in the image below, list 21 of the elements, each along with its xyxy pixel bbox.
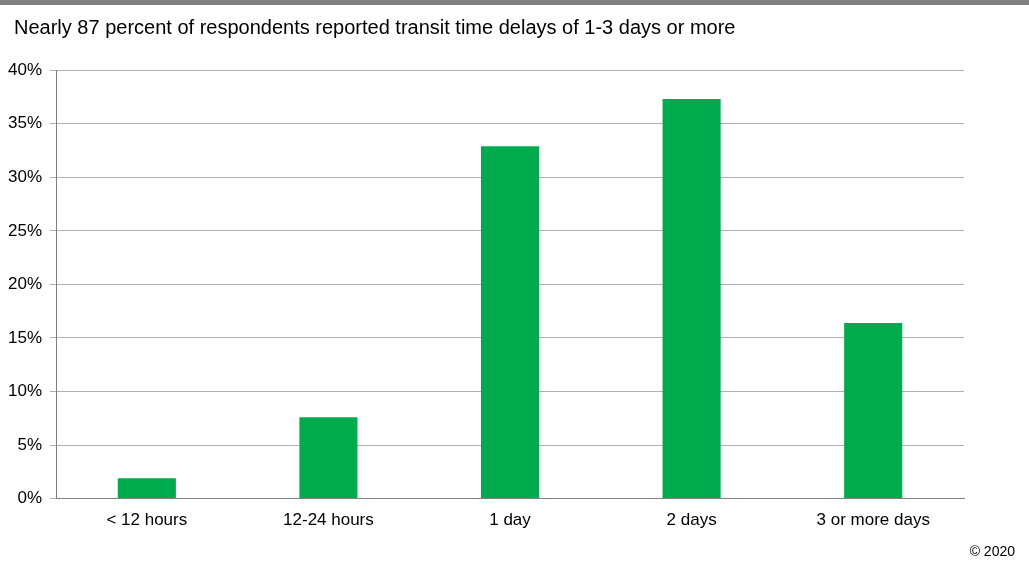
y-tick-label: 10% — [7, 381, 43, 401]
x-tick-label: < 12 hours — [106, 510, 188, 530]
y-tick-label: 35% — [7, 113, 43, 133]
chart-title: Nearly 87 percent of respondents reported transit time delays of 1-3 days or more — [14, 16, 736, 39]
bar — [117, 478, 176, 499]
y-tick-label: 15% — [7, 327, 43, 347]
y-tick-label: 5% — [17, 434, 43, 454]
text: © 2020 — [969, 543, 1015, 559]
y-tick-label: 0% — [17, 488, 43, 508]
x-tick-label: 1 day — [489, 510, 532, 530]
bar — [480, 146, 540, 499]
y-tick-label: 20% — [7, 274, 43, 294]
y-tick-label: 25% — [7, 220, 43, 240]
x-tick-label: 3 or more days — [816, 510, 930, 530]
y-tick-label: 30% — [7, 166, 43, 186]
x-tick-label: 2 days — [666, 510, 717, 530]
bar — [662, 99, 721, 499]
bar — [299, 417, 358, 499]
bar — [844, 322, 903, 499]
y-tick-label: 40% — [7, 59, 43, 79]
x-tick-label: 12-24 hours — [283, 510, 374, 530]
